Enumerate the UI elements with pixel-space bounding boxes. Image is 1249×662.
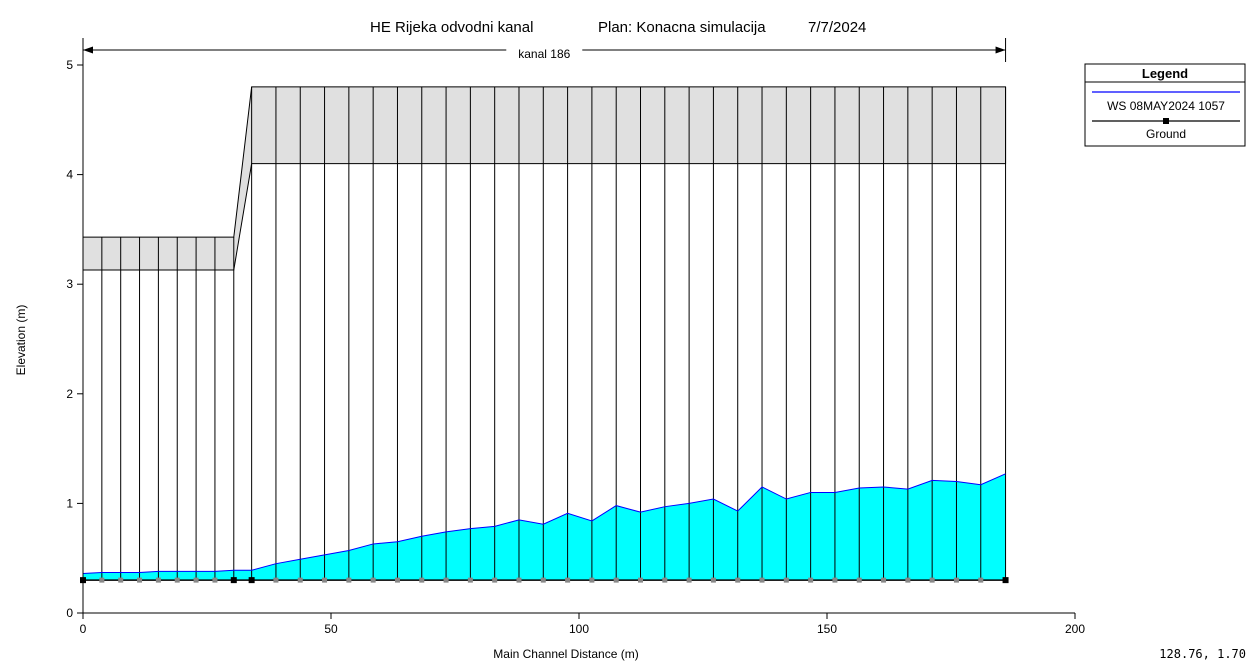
ground-marker	[662, 577, 668, 583]
water-surface-fill	[83, 473, 1006, 581]
ground-marker	[1002, 577, 1009, 584]
ground-marker	[346, 577, 352, 583]
y-axis-label: Elevation (m)	[14, 305, 28, 376]
reach-label: kanal 186	[518, 47, 570, 61]
ground-marker	[118, 577, 124, 583]
ground-marker	[467, 577, 473, 583]
ground-marker	[565, 577, 571, 583]
ground-marker	[710, 577, 716, 583]
title-plan: Plan: Konacna simulacija	[598, 19, 766, 36]
x-axis-label: Main Channel Distance (m)	[493, 647, 638, 661]
ground-marker	[905, 577, 911, 583]
ground-marker	[540, 577, 546, 583]
y-tick-label: 5	[66, 58, 73, 72]
ground-marker	[248, 577, 255, 584]
x-tick-label: 50	[324, 622, 338, 636]
x-ticks: 0 50 100 150 200	[80, 613, 1085, 636]
ground-marker	[686, 577, 692, 583]
x-tick-label: 100	[569, 622, 589, 636]
y-tick-label: 1	[66, 496, 73, 510]
ground-marker	[953, 577, 959, 583]
y-tick-label: 3	[66, 277, 73, 291]
ground-marker	[613, 577, 619, 583]
ground-marker	[394, 577, 400, 583]
ground-markers	[80, 577, 1009, 584]
title-date: 7/7/2024	[808, 19, 866, 36]
ground-marker	[155, 577, 161, 583]
ground-marker	[856, 577, 862, 583]
ground-marker	[193, 577, 199, 583]
ground-marker	[929, 577, 935, 583]
cross-section-lines	[82, 86, 1007, 581]
y-tick-label: 0	[66, 606, 73, 620]
ground-marker	[174, 577, 180, 583]
legend-ws-label: WS 08MAY2024 1057	[1107, 99, 1225, 113]
ground-marker	[783, 577, 789, 583]
ground-marker	[212, 577, 218, 583]
ground-marker	[370, 577, 376, 583]
water-surface-line	[82, 473, 1006, 575]
ground-marker	[443, 577, 449, 583]
ground-marker	[230, 577, 237, 584]
ground-marker	[589, 577, 595, 583]
x-tick-label: 150	[817, 622, 837, 636]
legend-box	[1084, 63, 1246, 147]
ground-marker	[492, 577, 498, 583]
reach-arrowhead-right	[995, 46, 1006, 54]
ground-marker	[759, 577, 765, 583]
ground-marker	[832, 577, 838, 583]
y-tick-label: 4	[66, 168, 73, 182]
title-project: HE Rijeka odvodni kanal	[370, 19, 533, 36]
y-tick-label: 2	[66, 387, 73, 401]
ground-marker	[638, 577, 644, 583]
chart-title: HE Rijeka odvodni kanal Plan: Konacna si…	[370, 19, 866, 36]
legend-ground-marker	[1163, 118, 1169, 124]
x-tick-label: 0	[80, 622, 87, 636]
y-ticks: 0 1 2 3 4 5	[66, 58, 83, 620]
legend-ground-label: Ground	[1146, 127, 1186, 141]
ground-marker	[273, 577, 279, 583]
ground-marker	[322, 577, 328, 583]
cursor-coordinate-readout: 128.76, 1.70	[1159, 647, 1246, 661]
ground-marker	[297, 577, 303, 583]
ground-marker	[137, 577, 143, 583]
ground-marker	[516, 577, 522, 583]
reach-arrowhead-left	[83, 46, 93, 54]
x-tick-label: 200	[1065, 622, 1085, 636]
ground-marker	[978, 577, 984, 583]
ground-marker	[419, 577, 425, 583]
ground-marker	[808, 577, 814, 583]
ground-marker	[735, 577, 741, 583]
ground-marker	[99, 577, 105, 583]
ground-marker	[881, 577, 887, 583]
legend: Legend WS 08MAY2024 1057 Ground	[1084, 63, 1246, 147]
legend-title: Legend	[1142, 66, 1188, 81]
reach-extent: kanal 186	[82, 38, 1007, 62]
